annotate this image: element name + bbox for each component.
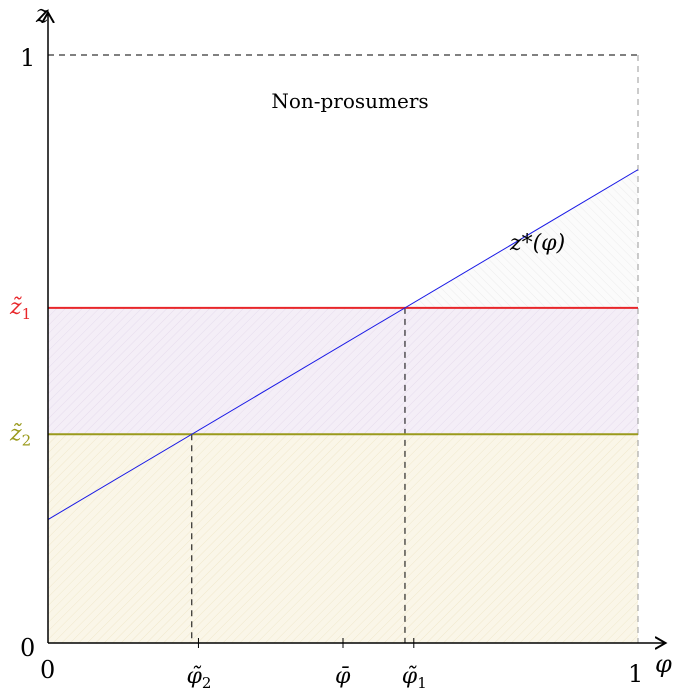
z1-label: z̃1 <box>9 295 31 323</box>
zstar-line <box>47 169 639 520</box>
x-tick-label-phi1-sub: 1 <box>417 674 427 692</box>
region-between-z2-z1 <box>48 307 638 435</box>
x-tick-label-phi2-sub: 2 <box>202 674 212 692</box>
x-tick-label-phi1: φ̃1 <box>402 664 427 692</box>
y-axis-max-label: 1 <box>20 44 35 72</box>
y-axis-origin-label: 0 <box>20 634 35 662</box>
x-tick-labels: φ̃2 φ̄ φ̃1 <box>186 664 426 692</box>
z1-label-sub: 1 <box>22 305 32 323</box>
z1-label-main: z̃ <box>9 295 22 320</box>
z2-label-sub: 2 <box>22 431 32 449</box>
x-tick-label-phi1-main: φ̃ <box>402 664 418 689</box>
non-prosumers-label: Non-prosumers <box>271 89 428 113</box>
x-axis-max-label: 1 <box>628 660 643 688</box>
x-tick-label-phibar: φ̄ <box>335 664 351 689</box>
zstar-label: z*(φ) <box>509 231 565 256</box>
z2-label: z̃2 <box>9 421 31 449</box>
x-tick-label-phi2-main: φ̃ <box>186 664 202 689</box>
y-axis-symbol: z <box>35 0 49 28</box>
x-axis-symbol: φ <box>655 650 672 678</box>
x-tick-label-phibar-main: φ̄ <box>335 664 351 689</box>
x-tick-label-phi2: φ̃2 <box>186 664 211 692</box>
region-below-z2 <box>48 434 638 643</box>
x-axis-ticks <box>197 638 415 648</box>
x-axis-origin-label: 0 <box>40 656 55 684</box>
z2-label-main: z̃ <box>9 421 22 446</box>
